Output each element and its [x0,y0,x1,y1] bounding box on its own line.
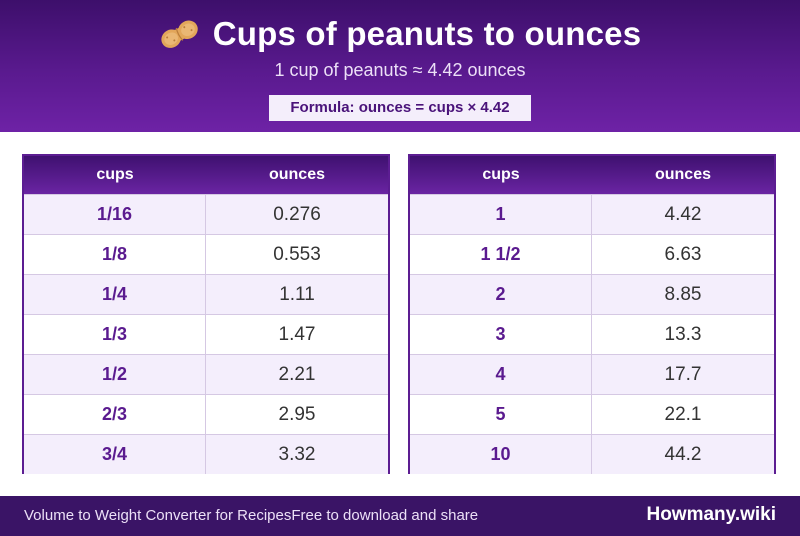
cups-cell: 1/8 [24,235,206,274]
ounces-cell: 4.42 [664,204,702,225]
brand-logo: Howmany.wiki [646,504,776,525]
table-body: 1/16 0.276 1/8 0.553 1/4 1.11 1/3 1.47 1/2 2.… [24,194,388,474]
table-row: 2/3 2.95 [24,394,388,434]
footer-text: Volume to Weight Converter for RecipesFr… [24,496,478,536]
footer-bar: Volume to Weight Converter for RecipesFr… [0,496,800,536]
cups-cell: 10 [410,435,592,474]
cups-cell: 1/4 [24,275,206,314]
conversion-table-left: cups ounces 1/16 0.276 1/8 0.553 1/4 1.11 1… [22,154,390,474]
footer-tagline: Volume to Weight Converter for Recipes [24,507,292,524]
title-row: Cups of peanuts to ounces [0,13,800,55]
table-row: 4 17.7 [410,354,774,394]
ounces-cell: 1.47 [278,324,316,345]
ounces-cell: 6.63 [664,244,702,265]
table-row: 1/2 2.21 [24,354,388,394]
table-row: 3/4 3.32 [24,434,388,474]
cups-cell: 1/16 [24,195,206,234]
page-title: Cups of peanuts to ounces [212,15,642,52]
cups-cell: 2 [410,275,592,314]
column-header-ounces: ounces [268,166,325,183]
cups-cell: 4 [410,355,592,394]
ounces-cell: 17.7 [664,364,702,385]
ounces-cell: 8.85 [664,284,702,305]
table-row: 1 4.42 [410,194,774,234]
table-body: 1 4.42 1 1/2 6.63 2 8.85 3 13.3 4 17.7 5 22.1 … [410,194,774,474]
footer-share-note: Free to download and share [291,507,479,524]
ounces-cell: 2.21 [278,364,316,385]
ounces-cell: 1.11 [279,284,315,305]
ounces-cell: 3.32 [278,444,316,465]
conversion-subtitle: 1 cup of peanuts ≈ 4.42 ounces [274,60,526,80]
column-header-cups: cups [482,166,520,183]
table-header: cups ounces [24,156,388,194]
cups-cell: 1 [410,195,592,234]
table-header: cups ounces [410,156,774,194]
peanut-icon [161,20,198,48]
table-row: 10 44.2 [410,434,774,474]
cups-cell: 3 [410,315,592,354]
cups-cell: 1/3 [24,315,206,354]
column-header-ounces: ounces [654,166,711,183]
cups-cell: 3/4 [24,435,206,474]
header-banner: Cups of peanuts to ounces 1 cup of peanu… [0,0,800,132]
ounces-cell: 0.276 [273,204,321,225]
formula-badge: Formula: ounces = cups × 4.42 [269,95,531,121]
table-row: 1 1/2 6.63 [410,234,774,274]
table-row: 2 8.85 [410,274,774,314]
column-header-cups: cups [96,166,134,183]
conversion-table-right: cups ounces 1 4.42 1 1/2 6.63 2 8.85 3 13.3 … [408,154,776,474]
cups-cell: 2/3 [24,395,206,434]
table-row: 5 22.1 [410,394,774,434]
table-row: 3 13.3 [410,314,774,354]
ounces-cell: 44.2 [664,444,702,465]
ounces-cell: 0.553 [273,244,321,265]
table-row: 1/4 1.11 [24,274,388,314]
cups-cell: 5 [410,395,592,434]
cups-cell: 1 1/2 [410,235,592,274]
table-row: 1/16 0.276 [24,194,388,234]
ounces-cell: 13.3 [664,324,702,345]
ounces-cell: 2.95 [278,404,316,425]
table-row: 1/8 0.553 [24,234,388,274]
table-row: 1/3 1.47 [24,314,388,354]
ounces-cell: 22.1 [664,404,702,425]
cups-cell: 1/2 [24,355,206,394]
